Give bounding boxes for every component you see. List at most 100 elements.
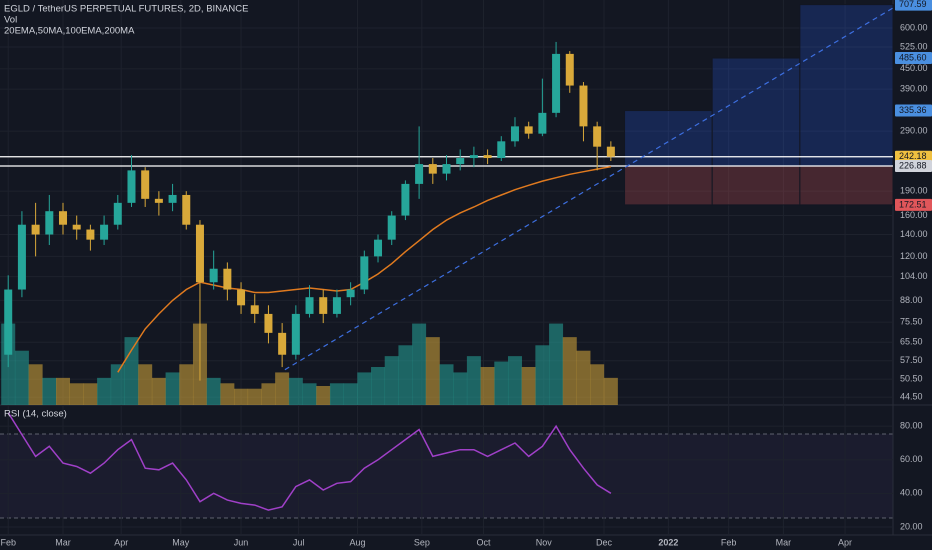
candle-body (278, 332, 287, 355)
target-zone (799, 4, 894, 167)
y-tick-label: 140.00 (900, 229, 928, 239)
x-tick-label: Mar (55, 537, 71, 547)
candle-body (401, 183, 410, 216)
candle-body (291, 313, 300, 355)
candle-body (552, 53, 561, 113)
y-tick-label: 525.00 (900, 41, 928, 51)
candle-body (223, 268, 232, 290)
volume-bar (507, 356, 522, 405)
x-tick-label: Nov (536, 537, 553, 547)
y-tick-label: 600.00 (900, 22, 928, 32)
x-tick-label: Aug (349, 537, 365, 547)
volume-bar (97, 377, 112, 405)
volume-bar (412, 323, 427, 405)
candle-body (86, 229, 95, 240)
volume-bar (220, 383, 235, 405)
y-tick-label: 190.00 (900, 186, 928, 196)
rsi-tick-label: 80.00 (900, 421, 923, 431)
rsi-tick-label: 20.00 (900, 521, 923, 531)
price-label: 172.51 (899, 199, 927, 209)
candle-body (182, 194, 191, 225)
volume-bar (562, 337, 577, 405)
candle-body (510, 126, 519, 142)
y-tick-label: 160.00 (900, 210, 928, 220)
price-label-box (895, 150, 932, 163)
volume-bar (316, 386, 331, 405)
candle-body (127, 170, 136, 203)
price-label-box (895, 198, 932, 211)
volume-bar (494, 361, 509, 405)
candle-body (360, 256, 369, 290)
candle-body (31, 224, 40, 235)
candle-body (305, 297, 314, 314)
candle-body (332, 297, 341, 314)
volume-bar (549, 323, 564, 405)
volume-bar (28, 364, 43, 405)
candle-body (209, 268, 218, 283)
candle-body (593, 126, 602, 147)
y-tick-label: 120.00 (900, 251, 928, 261)
x-tick-label: Oct (476, 537, 491, 547)
price-label: 335.36 (899, 105, 927, 115)
volume-bar (603, 377, 618, 405)
volume-bar (425, 337, 440, 405)
rsi-tick-label: 40.00 (900, 488, 923, 498)
volume-bar (357, 372, 372, 405)
x-tick-label: Feb (0, 537, 16, 547)
y-tick-label: 57.50 (900, 355, 923, 365)
candle-body (374, 239, 383, 257)
price-label-box (895, 0, 932, 11)
candle-body (469, 155, 478, 159)
candle-body (4, 289, 13, 355)
volume-bar (302, 383, 317, 405)
volume-bar (288, 377, 303, 405)
x-tick-label: Jul (293, 537, 305, 547)
candle-body (483, 155, 492, 159)
candle-body (45, 211, 54, 235)
price-label: 226.88 (899, 160, 927, 170)
x-tick-label: 2022 (658, 537, 678, 547)
volume-bar (14, 350, 29, 405)
candle-body (319, 297, 328, 314)
volume-bar (480, 367, 495, 405)
candle-body (415, 164, 424, 184)
x-tick-label: Sep (414, 537, 430, 547)
candle-body (524, 126, 533, 134)
volume-bar (151, 377, 166, 405)
candle-body (17, 224, 26, 290)
stop-zone (711, 165, 801, 206)
x-tick-label: Dec (596, 537, 613, 547)
price-label: 242.18 (899, 151, 927, 161)
trendline (284, 7, 894, 371)
price-label: 707.59 (899, 0, 927, 9)
candle-body (72, 224, 81, 230)
volume-bar (42, 377, 57, 405)
volume-bar (590, 364, 605, 405)
y-tick-label: 390.00 (900, 84, 928, 94)
y-tick-label: 88.00 (900, 295, 923, 305)
candle-body (387, 215, 396, 240)
price-label-box (895, 52, 932, 65)
y-tick-label: 450.00 (900, 63, 928, 73)
price-label-box (895, 104, 932, 117)
candle-body (59, 211, 68, 225)
candle-body (456, 158, 465, 165)
volume-bar (247, 388, 262, 405)
volume-bar (576, 350, 591, 405)
volume-bar (535, 345, 550, 405)
rsi-label: RSI (14, close) (4, 409, 67, 420)
rsi-line (7, 412, 612, 511)
volume-bar (343, 383, 358, 405)
candle-body (428, 164, 437, 174)
candle-body (606, 146, 615, 157)
candle-body (497, 141, 506, 159)
y-tick-label: 44.50 (900, 392, 923, 402)
candle-body (237, 289, 246, 306)
x-tick-label: Feb (721, 537, 737, 547)
volume-bar (69, 383, 84, 405)
volume-bar (329, 383, 344, 405)
volume-bar (398, 345, 413, 405)
volume-bar (179, 364, 194, 405)
